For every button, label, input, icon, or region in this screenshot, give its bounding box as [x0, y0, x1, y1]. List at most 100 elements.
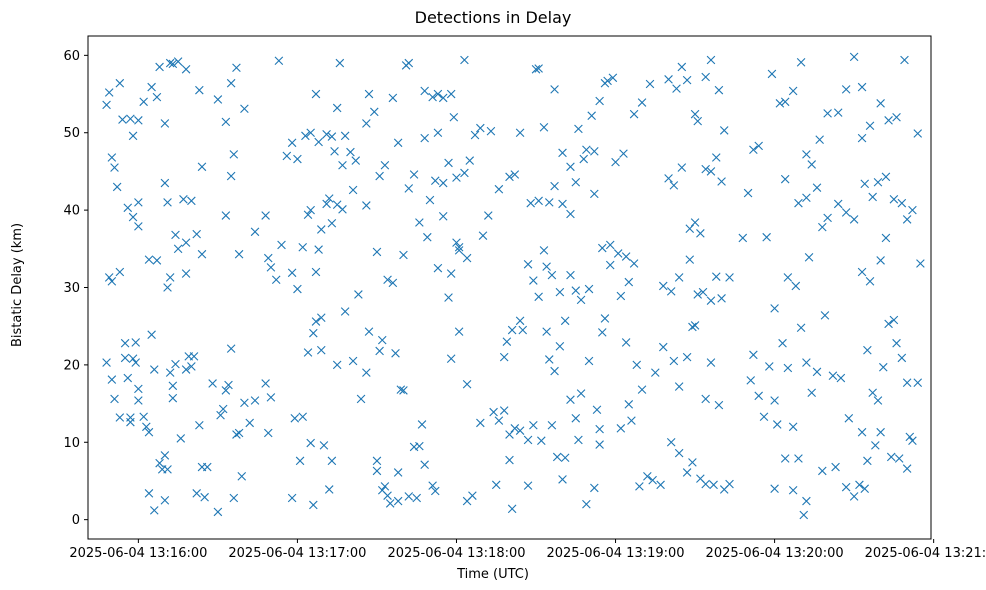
data-point: [229, 150, 239, 159]
data-point: [404, 184, 414, 193]
data-point: [685, 255, 695, 264]
data-point: [820, 311, 830, 320]
data-point: [780, 454, 790, 463]
data-point: [476, 123, 485, 133]
data-point: [388, 93, 398, 103]
data-point: [494, 184, 504, 194]
data-point: [271, 275, 281, 285]
data-point: [203, 462, 212, 472]
data-point: [643, 472, 652, 481]
data-point: [195, 85, 204, 95]
data-point: [335, 58, 345, 68]
x-tick-label: 2025-06-04 13:20:00: [706, 546, 844, 561]
y-tick-label: 60: [63, 49, 80, 64]
data-point: [706, 296, 716, 305]
data-point: [688, 458, 697, 467]
data-point: [664, 75, 673, 84]
data-point: [669, 181, 679, 190]
data-point: [857, 427, 867, 437]
data-point: [566, 395, 575, 404]
data-point: [526, 198, 535, 208]
data-point: [608, 73, 618, 83]
data-point: [301, 131, 310, 141]
data-point: [468, 491, 477, 500]
data-point: [902, 378, 912, 387]
data-point: [534, 292, 543, 302]
data-point: [192, 489, 201, 498]
data-point: [221, 386, 231, 395]
data-point: [489, 407, 498, 417]
x-tick-label: 2025-06-04 13:16:00: [69, 546, 207, 561]
data-point: [913, 129, 923, 138]
data-point: [346, 147, 355, 157]
data-point: [319, 441, 329, 450]
data-point: [696, 229, 705, 238]
data-point: [669, 356, 679, 366]
data-point: [412, 493, 422, 503]
data-point: [863, 456, 872, 466]
data-point: [698, 287, 708, 297]
data-point: [802, 496, 811, 506]
data-point: [356, 394, 366, 404]
data-point: [566, 162, 575, 172]
data-point: [155, 458, 164, 468]
data-point: [913, 378, 923, 387]
data-point: [902, 215, 912, 224]
data-point: [112, 182, 122, 192]
data-point: [863, 345, 872, 355]
data-point: [314, 245, 323, 254]
data-point: [293, 154, 302, 164]
data-point: [128, 354, 138, 363]
data-point: [711, 272, 721, 281]
data-point: [770, 304, 779, 313]
data-point: [905, 432, 915, 442]
data-point: [505, 430, 514, 439]
data-point: [388, 278, 398, 288]
y-tick-label: 10: [63, 436, 80, 451]
data-point: [277, 240, 286, 250]
data-point: [666, 437, 676, 447]
data-point: [139, 412, 148, 422]
data-point: [505, 172, 514, 182]
data-point: [287, 493, 297, 503]
data-point: [362, 119, 371, 128]
data-point: [627, 416, 636, 425]
data-point: [327, 218, 337, 228]
data-point: [754, 391, 763, 401]
data-point: [134, 396, 143, 405]
plot-background: [88, 36, 931, 539]
data-point: [916, 259, 925, 268]
data-point: [876, 427, 885, 437]
data-point: [282, 151, 292, 161]
data-point: [311, 267, 321, 277]
data-point: [486, 126, 496, 136]
data-point: [393, 468, 403, 477]
data-point: [197, 162, 207, 172]
data-point: [794, 198, 803, 208]
data-point: [788, 422, 798, 432]
data-point: [823, 213, 832, 223]
data-point: [149, 506, 159, 515]
data-point: [338, 205, 347, 214]
data-point: [123, 203, 133, 213]
data-point: [438, 93, 448, 103]
data-point: [120, 353, 130, 363]
data-point: [582, 145, 591, 155]
data-point: [351, 156, 361, 165]
data-point: [110, 163, 119, 172]
data-point: [802, 358, 811, 367]
data-point: [664, 174, 673, 183]
data-point: [444, 293, 453, 302]
data-point: [666, 287, 676, 296]
data-point: [115, 413, 125, 422]
data-point: [237, 472, 247, 481]
data-point: [682, 468, 692, 477]
data-point: [476, 418, 485, 428]
data-point: [714, 400, 724, 410]
data-point: [385, 499, 395, 508]
data-point: [155, 62, 164, 72]
data-point: [613, 249, 623, 258]
data-point: [189, 352, 199, 361]
data-point: [433, 263, 443, 273]
